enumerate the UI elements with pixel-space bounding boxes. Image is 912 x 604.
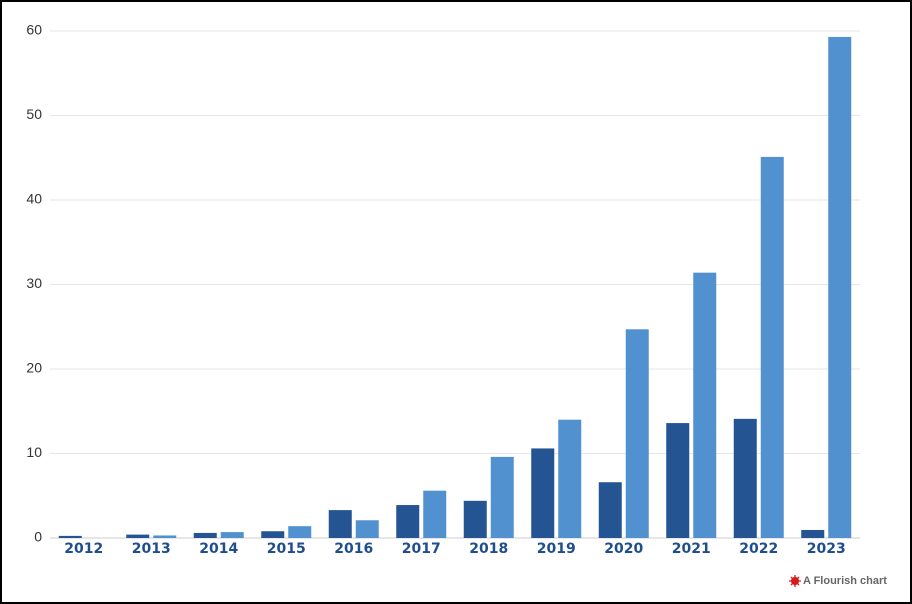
bar <box>693 272 717 538</box>
x-tick-label: 2017 <box>402 541 441 557</box>
bar <box>153 535 177 538</box>
x-tick-label: 2018 <box>469 541 508 557</box>
bar <box>531 448 555 538</box>
bar <box>423 490 447 538</box>
x-tick-label: 2019 <box>537 541 576 557</box>
bar <box>261 531 285 538</box>
x-tick-label: 2012 <box>64 541 103 557</box>
bar <box>490 456 514 538</box>
bar <box>355 520 379 538</box>
y-tick-label: 20 <box>26 360 42 376</box>
y-tick-label: 0 <box>34 529 42 545</box>
y-tick-label: 50 <box>26 106 42 122</box>
x-tick-label: 2014 <box>199 541 238 557</box>
flourish-logo <box>789 575 801 587</box>
credit[interactable]: A Flourish chart <box>803 575 887 587</box>
bar <box>828 36 852 538</box>
bar <box>558 419 582 538</box>
bar <box>760 156 784 538</box>
x-tick-label: 2013 <box>132 541 171 557</box>
x-tick-label: 2023 <box>807 541 846 557</box>
bar <box>463 500 487 538</box>
bar <box>666 423 690 538</box>
bar <box>58 535 82 538</box>
bar <box>220 532 244 538</box>
x-tick-label: 2021 <box>672 541 711 557</box>
y-tick-label: 60 <box>26 22 42 38</box>
y-tick-label: 10 <box>26 444 42 460</box>
x-tick-label: 2022 <box>739 541 778 557</box>
x-tick-label: 2020 <box>604 541 643 557</box>
x-tick-label: 2016 <box>334 541 373 557</box>
bar <box>126 534 150 538</box>
bar <box>598 482 622 538</box>
bar <box>801 529 825 538</box>
y-tick-label: 40 <box>26 191 42 207</box>
bar <box>328 510 352 538</box>
bar <box>396 505 420 538</box>
bar <box>625 329 649 538</box>
y-tick-label: 30 <box>26 275 42 291</box>
bar <box>733 418 757 538</box>
bar <box>193 532 217 538</box>
bar <box>288 526 312 538</box>
x-tick-label: 2015 <box>267 541 306 557</box>
